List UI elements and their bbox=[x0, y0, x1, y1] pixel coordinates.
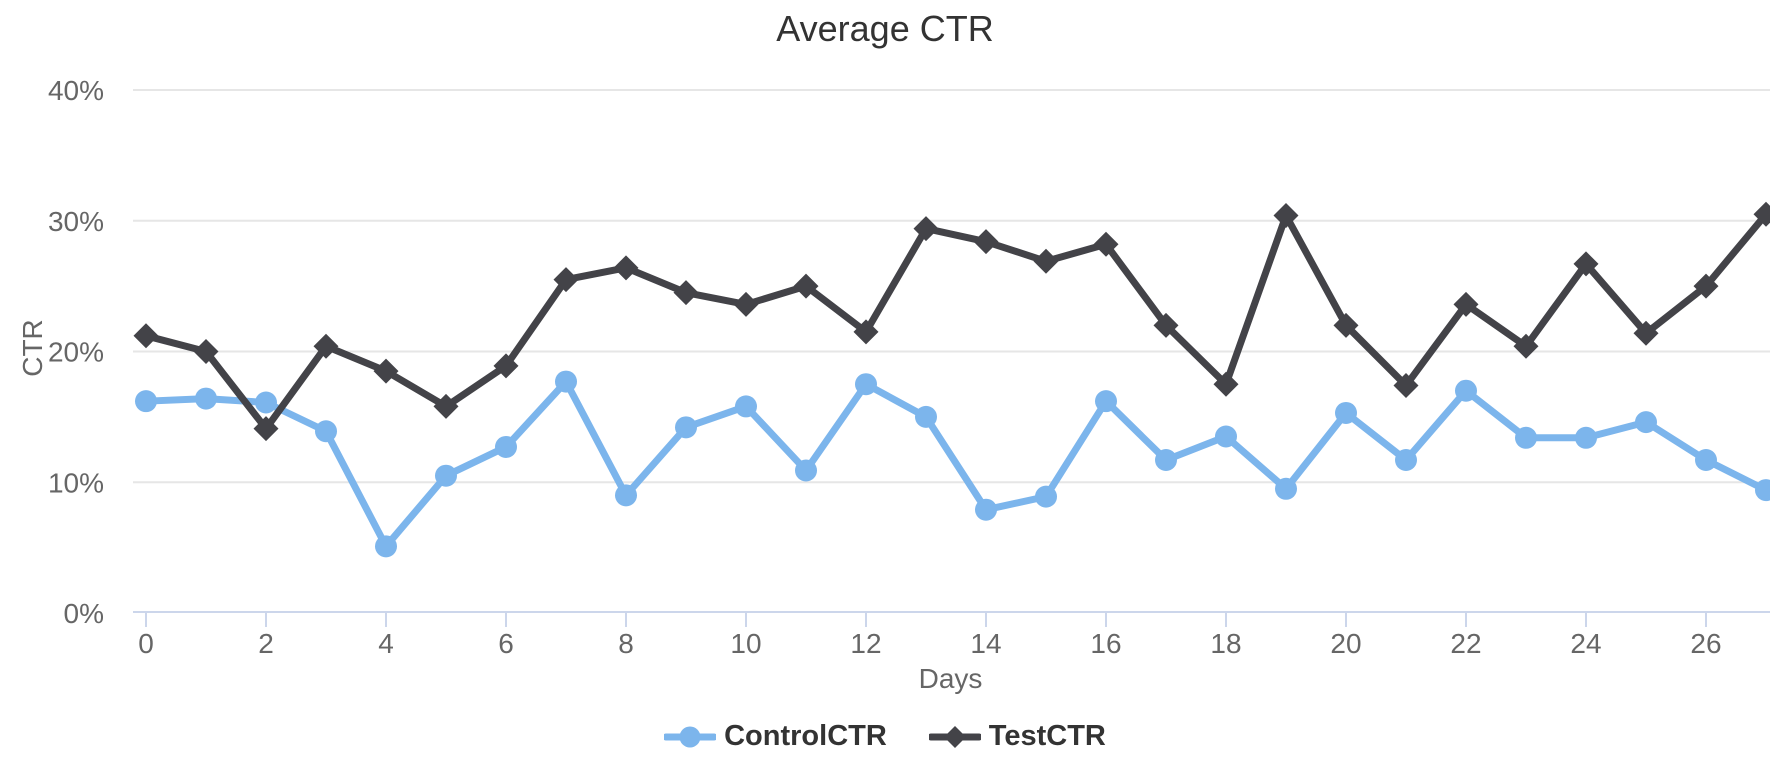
data-point-controlctr[interactable] bbox=[1335, 401, 1357, 424]
x-tick-label: 18 bbox=[1210, 628, 1241, 659]
data-point-testctr[interactable] bbox=[313, 333, 339, 359]
data-point-testctr[interactable] bbox=[913, 216, 939, 242]
x-axis-title: Days bbox=[918, 663, 983, 694]
data-point-controlctr[interactable] bbox=[1095, 390, 1117, 413]
x-tick-label: 22 bbox=[1450, 628, 1481, 659]
x-tick-label: 8 bbox=[618, 628, 634, 659]
y-tick-label: 0% bbox=[64, 598, 104, 629]
data-point-controlctr[interactable] bbox=[1635, 411, 1657, 434]
data-point-controlctr[interactable] bbox=[555, 370, 577, 393]
data-point-controlctr[interactable] bbox=[435, 464, 457, 487]
legend-marker-circle bbox=[679, 726, 701, 747]
series-line-testctr bbox=[142, 210, 1770, 433]
x-tick-label: 16 bbox=[1090, 628, 1121, 659]
y-tick-label: 40% bbox=[48, 75, 104, 106]
data-point-testctr[interactable] bbox=[1093, 231, 1119, 257]
diamond-marker-icon bbox=[928, 725, 981, 748]
legend-label-controlctr: ControlCTR bbox=[724, 720, 887, 752]
x-tick-label: 12 bbox=[850, 628, 881, 659]
data-point-controlctr[interactable] bbox=[1695, 449, 1717, 472]
data-point-controlctr[interactable] bbox=[1275, 477, 1297, 500]
x-tick-label: 2 bbox=[258, 628, 274, 659]
data-point-controlctr[interactable] bbox=[1755, 479, 1770, 502]
data-point-testctr[interactable] bbox=[553, 267, 579, 293]
series-line-controlctr bbox=[142, 378, 1770, 550]
data-point-testctr[interactable] bbox=[853, 319, 879, 345]
data-point-testctr[interactable] bbox=[1213, 371, 1239, 397]
data-point-testctr[interactable] bbox=[1753, 201, 1770, 227]
data-point-controlctr[interactable] bbox=[675, 416, 697, 439]
data-point-testctr[interactable] bbox=[433, 393, 459, 419]
y-tick-label: 20% bbox=[48, 337, 104, 368]
data-point-testctr[interactable] bbox=[973, 229, 999, 255]
y-tick-label: 10% bbox=[48, 467, 104, 498]
data-point-controlctr[interactable] bbox=[615, 484, 637, 507]
data-point-testctr[interactable] bbox=[493, 353, 519, 379]
legend-marker-diamond bbox=[943, 725, 966, 748]
data-point-testctr[interactable] bbox=[673, 280, 699, 306]
x-tick-label: 4 bbox=[378, 628, 394, 659]
data-point-testctr[interactable] bbox=[1153, 312, 1179, 338]
data-point-testctr[interactable] bbox=[373, 358, 399, 384]
data-point-testctr[interactable] bbox=[1693, 273, 1719, 299]
data-point-testctr[interactable] bbox=[1633, 320, 1659, 346]
data-point-controlctr[interactable] bbox=[135, 390, 157, 413]
data-point-controlctr[interactable] bbox=[975, 498, 997, 521]
data-point-testctr[interactable] bbox=[1333, 312, 1359, 338]
data-point-controlctr[interactable] bbox=[1395, 449, 1417, 472]
legend-label-testctr: TestCTR bbox=[988, 720, 1106, 752]
legend: ControlCTR TestCTR bbox=[0, 720, 1770, 753]
data-point-controlctr[interactable] bbox=[255, 391, 277, 414]
y-axis-title: CTR bbox=[17, 319, 48, 377]
data-point-testctr[interactable] bbox=[613, 255, 639, 281]
x-tick-label: 20 bbox=[1330, 628, 1361, 659]
data-point-testctr[interactable] bbox=[253, 416, 279, 442]
data-point-controlctr[interactable] bbox=[195, 387, 217, 410]
data-point-controlctr[interactable] bbox=[315, 420, 337, 443]
data-point-testctr[interactable] bbox=[793, 273, 819, 299]
data-point-controlctr[interactable] bbox=[1455, 379, 1477, 402]
data-point-testctr[interactable] bbox=[733, 291, 759, 317]
x-tick-label: 0 bbox=[138, 628, 154, 659]
data-point-testctr[interactable] bbox=[133, 323, 159, 349]
circle-marker-icon bbox=[664, 726, 717, 747]
data-point-controlctr[interactable] bbox=[915, 405, 937, 428]
data-point-testctr[interactable] bbox=[1033, 248, 1059, 274]
data-point-controlctr[interactable] bbox=[1155, 449, 1177, 472]
data-point-controlctr[interactable] bbox=[1515, 426, 1537, 449]
data-point-controlctr[interactable] bbox=[795, 459, 817, 482]
x-tick-label: 6 bbox=[498, 628, 514, 659]
data-point-controlctr[interactable] bbox=[1575, 426, 1597, 449]
data-point-controlctr[interactable] bbox=[735, 395, 757, 418]
legend-item-testctr[interactable]: TestCTR bbox=[928, 720, 1106, 753]
data-point-controlctr[interactable] bbox=[1035, 485, 1057, 508]
data-point-controlctr[interactable] bbox=[495, 435, 517, 458]
data-point-controlctr[interactable] bbox=[1215, 425, 1237, 448]
data-point-testctr[interactable] bbox=[1573, 251, 1599, 277]
data-point-testctr[interactable] bbox=[1513, 333, 1539, 359]
x-tick-label: 26 bbox=[1690, 628, 1721, 659]
data-point-testctr[interactable] bbox=[193, 339, 219, 364]
data-point-testctr[interactable] bbox=[1453, 291, 1479, 317]
chart-title: Average CTR bbox=[776, 8, 994, 49]
data-point-controlctr[interactable] bbox=[855, 373, 877, 396]
x-tick-label: 24 bbox=[1570, 628, 1601, 659]
legend-item-controlctr[interactable]: ControlCTR bbox=[664, 720, 887, 753]
data-point-testctr[interactable] bbox=[1393, 372, 1419, 398]
y-tick-label: 30% bbox=[48, 206, 104, 237]
data-point-controlctr[interactable] bbox=[375, 535, 397, 558]
x-tick-label: 10 bbox=[730, 628, 761, 659]
data-point-testctr[interactable] bbox=[1273, 203, 1299, 229]
x-tick-label: 14 bbox=[970, 628, 1001, 659]
